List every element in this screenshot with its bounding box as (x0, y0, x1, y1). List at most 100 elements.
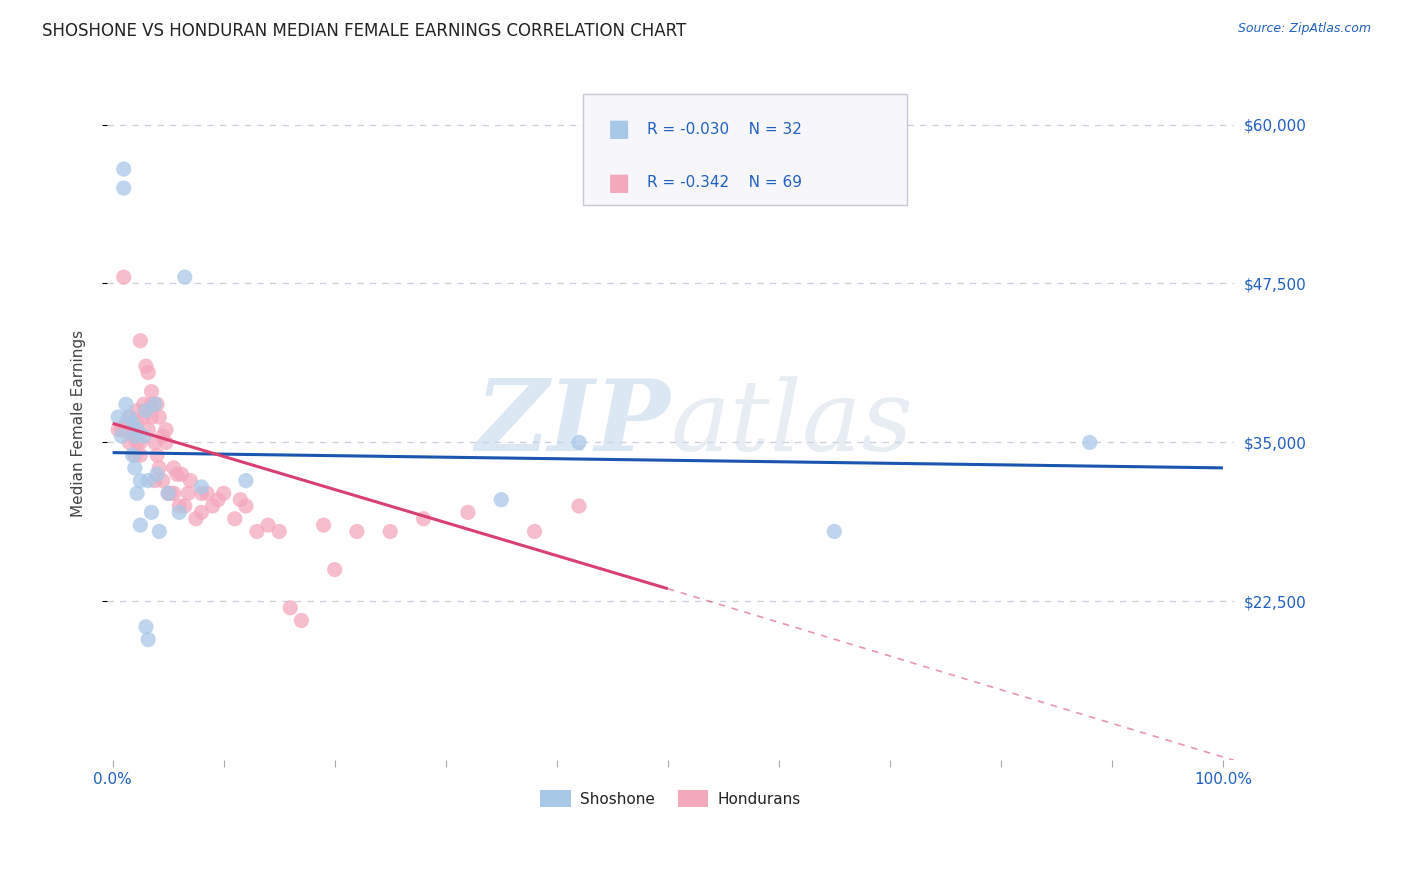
Point (195, 486, 218, 500)
Point (129, 334, 152, 348)
Point (143, 435, 166, 450)
Legend: Shoshone, Hondurans: Shoshone, Hondurans (534, 783, 807, 814)
Point (141, 397, 163, 411)
Point (146, 448, 169, 462)
Point (110, 423, 132, 437)
Point (125, 435, 148, 450)
Point (136, 474, 159, 488)
Point (121, 448, 143, 462)
Point (224, 512, 246, 526)
Point (125, 486, 148, 500)
Point (124, 429, 146, 443)
Y-axis label: Median Female Earnings: Median Female Earnings (72, 330, 86, 517)
Point (148, 410, 170, 425)
Point (115, 417, 138, 431)
Point (190, 480, 212, 494)
Text: SHOSHONE VS HONDURAN MEDIAN FEMALE EARNINGS CORRELATION CHART: SHOSHONE VS HONDURAN MEDIAN FEMALE EARNI… (42, 22, 686, 40)
Point (155, 435, 177, 450)
Point (125, 417, 148, 431)
Point (136, 423, 159, 437)
Point (170, 467, 193, 482)
Point (141, 505, 163, 519)
Point (380, 524, 402, 539)
Point (129, 518, 152, 533)
Point (121, 423, 143, 437)
Point (125, 423, 148, 437)
Point (157, 486, 180, 500)
Point (110, 429, 132, 443)
Point (207, 492, 229, 507)
Point (132, 429, 155, 443)
Point (146, 467, 169, 482)
Point (121, 417, 143, 431)
Point (115, 423, 138, 437)
Point (173, 499, 195, 513)
Point (173, 270, 195, 285)
Point (157, 486, 180, 500)
Point (346, 524, 368, 539)
Point (129, 474, 152, 488)
Text: R = -0.030    N = 32: R = -0.030 N = 32 (647, 122, 801, 136)
Point (141, 384, 163, 399)
Point (167, 499, 190, 513)
Text: atlas: atlas (671, 376, 914, 471)
Point (115, 397, 138, 411)
Text: R = -0.342    N = 69: R = -0.342 N = 69 (647, 176, 801, 190)
Point (135, 359, 157, 373)
Point (201, 499, 224, 513)
Point (190, 486, 212, 500)
Point (184, 512, 207, 526)
Point (129, 435, 152, 450)
Point (112, 270, 135, 285)
Point (177, 486, 200, 500)
Point (112, 181, 135, 195)
Text: ZIP: ZIP (475, 376, 671, 472)
Point (163, 486, 186, 500)
Point (118, 410, 141, 425)
Point (129, 448, 152, 462)
Point (257, 518, 280, 533)
Point (148, 461, 170, 475)
Point (312, 518, 335, 533)
Point (457, 505, 479, 519)
Point (152, 429, 174, 443)
Point (107, 423, 129, 437)
Point (212, 486, 235, 500)
Point (124, 423, 146, 437)
Point (143, 474, 166, 488)
Point (143, 397, 166, 411)
Point (132, 410, 155, 425)
Point (568, 499, 591, 513)
Point (190, 505, 212, 519)
Point (290, 614, 312, 628)
Point (125, 403, 148, 417)
Point (136, 366, 159, 380)
Point (118, 410, 141, 425)
Point (163, 461, 186, 475)
Point (235, 474, 257, 488)
Point (823, 524, 845, 539)
Point (135, 403, 157, 417)
Point (489, 492, 512, 507)
Point (132, 397, 155, 411)
Point (155, 423, 177, 437)
Text: Source: ZipAtlas.com: Source: ZipAtlas.com (1237, 22, 1371, 36)
Point (412, 512, 434, 526)
Text: ■: ■ (607, 171, 630, 194)
Point (135, 620, 157, 634)
Point (229, 492, 252, 507)
Point (179, 474, 201, 488)
Point (107, 410, 129, 425)
Point (235, 499, 257, 513)
Point (246, 524, 269, 539)
Point (278, 600, 301, 615)
Point (568, 435, 591, 450)
Point (112, 161, 135, 176)
Point (1078, 435, 1101, 450)
Point (152, 474, 174, 488)
Point (118, 435, 141, 450)
Point (135, 403, 157, 417)
Point (523, 524, 546, 539)
Point (124, 448, 146, 462)
Point (159, 486, 181, 500)
